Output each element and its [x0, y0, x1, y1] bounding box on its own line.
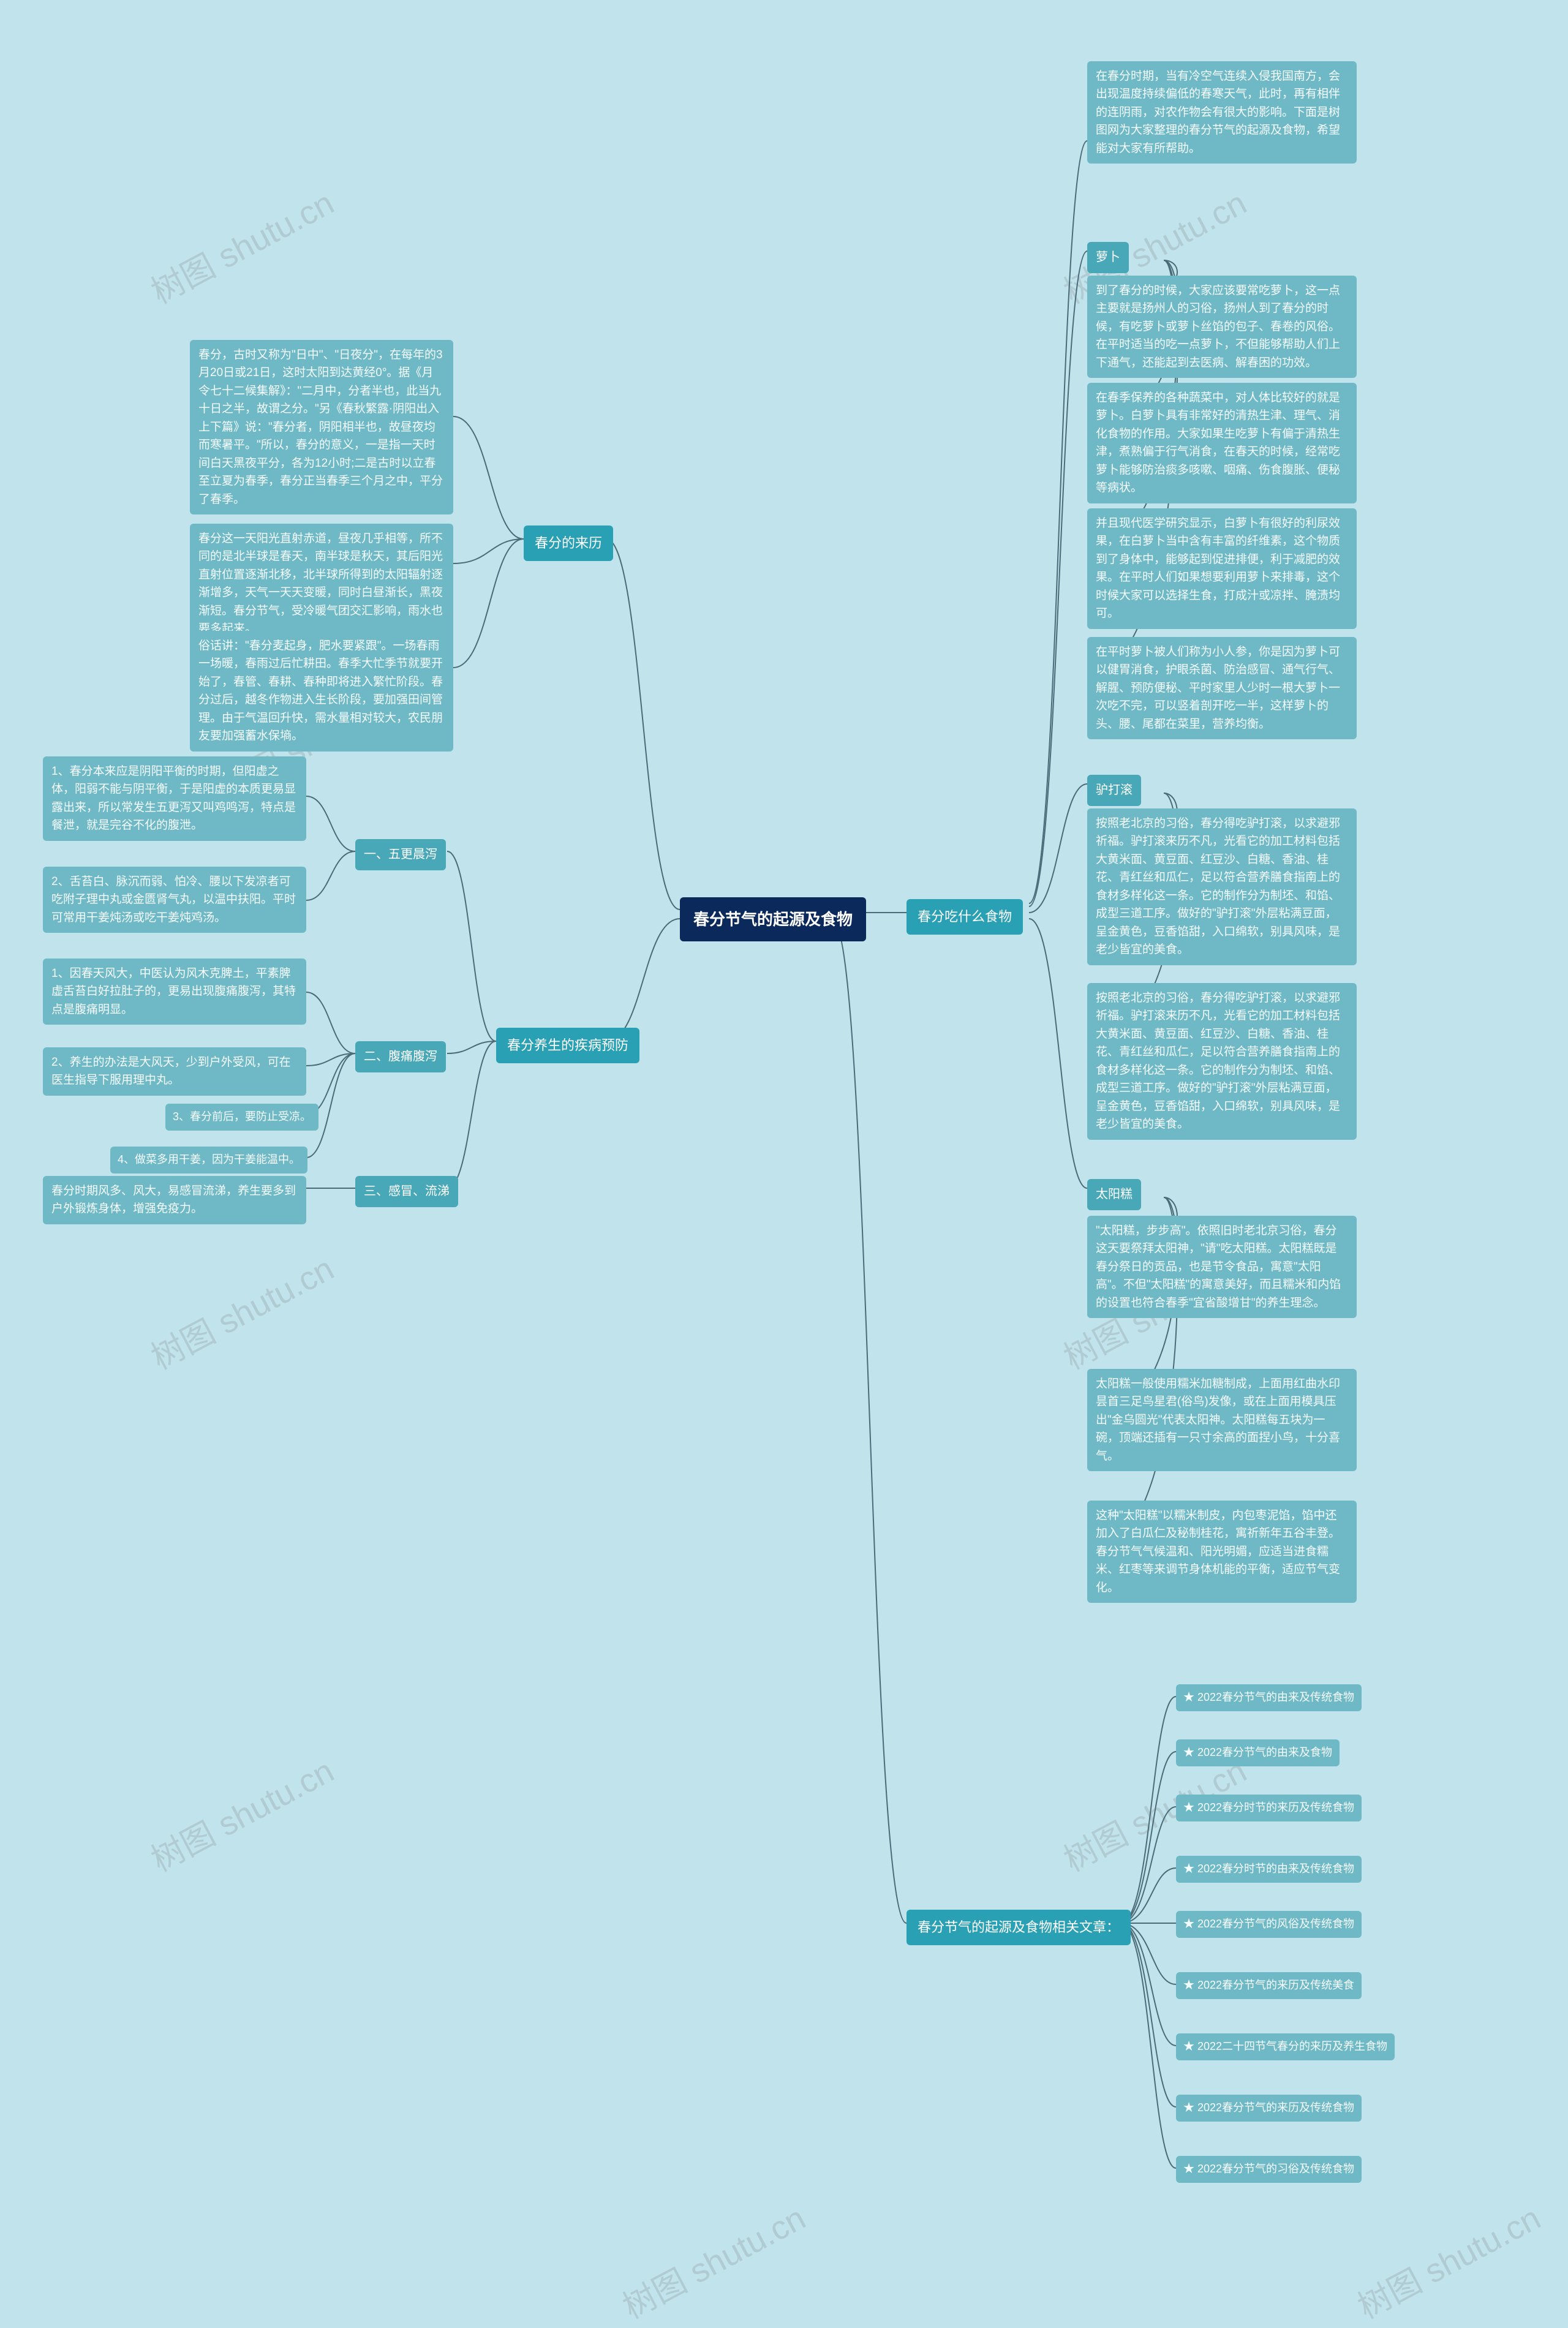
- related-link-2[interactable]: ★ 2022春分时节的来历及传统食物: [1176, 1795, 1362, 1821]
- food-lvdagun: 驴打滚: [1087, 775, 1141, 806]
- leaf-futong-3: 4、做菜多用干姜，因为干姜能温中。: [110, 1147, 307, 1173]
- sub-wugeng: 一、五更晨泻: [355, 839, 446, 870]
- related-link-1[interactable]: ★ 2022春分节气的由来及食物: [1176, 1739, 1340, 1766]
- leaf-shiwu-intro: 在春分时期，当有冷空气连续入侵我国南方，会出现温度持续偏低的春寒天气，此时，再有…: [1087, 61, 1357, 164]
- watermark: 树图 shutu.cn: [1348, 2191, 1548, 2328]
- leaf-luobo-3: 在平时萝卜被人们称为小人参，你是因为萝卜可以健胃消食，护眼杀菌、防治感冒、通气行…: [1087, 637, 1357, 739]
- leaf-futong-0: 1、因春天风大，中医认为风木克脾土，平素脾虚舌苔白好拉肚子的，更易出现腹痛腹泻，…: [43, 959, 306, 1025]
- leaf-luobo-2: 并且现代医学研究显示，白萝卜有很好的利尿效果，在白萝卜当中含有丰富的纤维素，这个…: [1087, 508, 1357, 629]
- watermark: 树图 shutu.cn: [141, 1744, 341, 1881]
- related-link-3[interactable]: ★ 2022春分时节的由来及传统食物: [1176, 1856, 1362, 1883]
- branch-related: 春分节气的起源及食物相关文章：: [907, 1910, 1131, 1945]
- leaf-lvdagun-0: 按照老北京的习俗，春分得吃驴打滚，以求避邪祈福。驴打滚来历不凡，光看它的加工材料…: [1087, 808, 1357, 965]
- related-link-0[interactable]: ★ 2022春分节气的由来及传统食物: [1176, 1684, 1362, 1711]
- related-link-4[interactable]: ★ 2022春分节气的风俗及传统食物: [1176, 1911, 1362, 1938]
- branch-shiwu: 春分吃什么食物: [907, 899, 1023, 935]
- watermark: 树图 shutu.cn: [141, 1242, 341, 1379]
- leaf-wugeng-1: 2、舌苔白、脉沉而弱、怕冷、腰以下发凉者可吃附子理中丸或金匮肾气丸，以温中扶阳。…: [43, 867, 306, 933]
- food-taiyanggao: 太阳糕: [1087, 1179, 1141, 1210]
- leaf-laili-2: 俗话讲："春分麦起身，肥水要紧跟"。一场春雨一场暖，春雨过后忙耕田。春季大忙季节…: [190, 631, 453, 752]
- sub-futong: 二、腹痛腹泻: [355, 1041, 446, 1072]
- leaf-laili-1: 春分这一天阳光直射赤道，昼夜几乎相等，所不同的是北半球是春天，南半球是秋天，其后…: [190, 524, 453, 644]
- leaf-taiyang-1: 太阳糕一般使用糯米加糖制成，上面用红曲水印昙首三足鸟星君(俗鸟)发像，或在上面用…: [1087, 1369, 1357, 1471]
- leaf-ganmao-0: 春分时期风多、风大，易感冒流涕，养生要多到户外锻炼身体，增强免疫力。: [43, 1176, 306, 1224]
- sub-ganmao: 三、感冒、流涕: [355, 1176, 458, 1207]
- food-luobo: 萝卜: [1087, 242, 1129, 273]
- branch-yangsheng: 春分养生的疾病预防: [496, 1028, 639, 1063]
- related-link-6[interactable]: ★ 2022二十四节气春分的来历及养生食物: [1176, 2033, 1395, 2060]
- related-link-5[interactable]: ★ 2022春分节气的来历及传统美食: [1176, 1972, 1362, 1999]
- branch-laili: 春分的来历: [524, 525, 613, 561]
- leaf-lvdagun-1: 按照老北京的习俗，春分得吃驴打滚，以求避邪祈福。驴打滚来历不凡，光看它的加工材料…: [1087, 983, 1357, 1140]
- leaf-futong-1: 2、养生的办法是大风天，少到户外受风，可在医生指导下服用理中丸。: [43, 1047, 306, 1096]
- related-link-7[interactable]: ★ 2022春分节气的来历及传统食物: [1176, 2095, 1362, 2122]
- related-link-8[interactable]: ★ 2022春分节气的习俗及传统食物: [1176, 2156, 1362, 2183]
- leaf-wugeng-0: 1、春分本来应是阴阳平衡的时期，但阳虚之体，阳弱不能与阴平衡，于是阳虚的本质更易…: [43, 756, 306, 841]
- leaf-laili-0: 春分，古时又称为"日中"、"日夜分"，在每年的3月20日或21日，这时太阳到达黄…: [190, 340, 453, 514]
- leaf-futong-2: 3、春分前后，要防止受凉。: [165, 1104, 318, 1131]
- leaf-luobo-0: 到了春分的时候，大家应该要常吃萝卜，这一点主要就是扬州人的习俗，扬州人到了春分的…: [1087, 276, 1357, 378]
- center-node: 春分节气的起源及食物: [680, 897, 866, 941]
- leaf-taiyang-0: "太阳糕，步步高"。依照旧时老北京习俗，春分这天要祭拜太阳神，"请"吃太阳糕。太…: [1087, 1216, 1357, 1318]
- leaf-luobo-1: 在春季保养的各种蔬菜中，对人体比较好的就是萝卜。白萝卜具有非常好的清热生津、理气…: [1087, 383, 1357, 503]
- watermark: 树图 shutu.cn: [141, 176, 341, 313]
- watermark: 树图 shutu.cn: [613, 2191, 813, 2328]
- leaf-taiyang-2: 这种"太阳糕"以糯米制皮，内包枣泥馅，馅中还加入了白瓜仁及秘制桂花，寓祈新年五谷…: [1087, 1501, 1357, 1603]
